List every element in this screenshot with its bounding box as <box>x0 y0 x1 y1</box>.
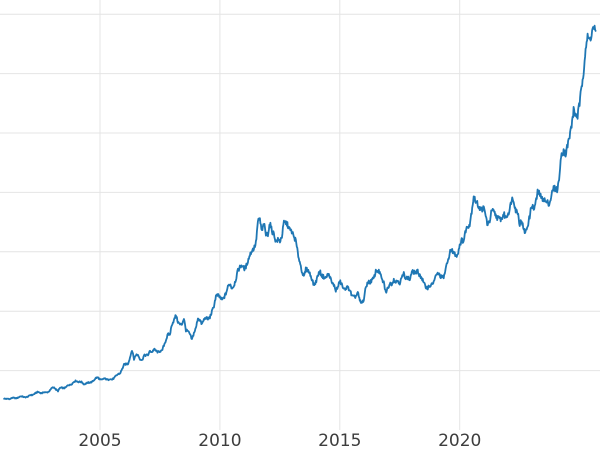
price-line <box>3 24 597 401</box>
x-tick-label: 2005 <box>78 431 121 450</box>
x-tick-label: 2010 <box>198 431 241 450</box>
x-tick-label: 2015 <box>318 431 361 450</box>
x-tick-label: 2020 <box>438 431 481 450</box>
